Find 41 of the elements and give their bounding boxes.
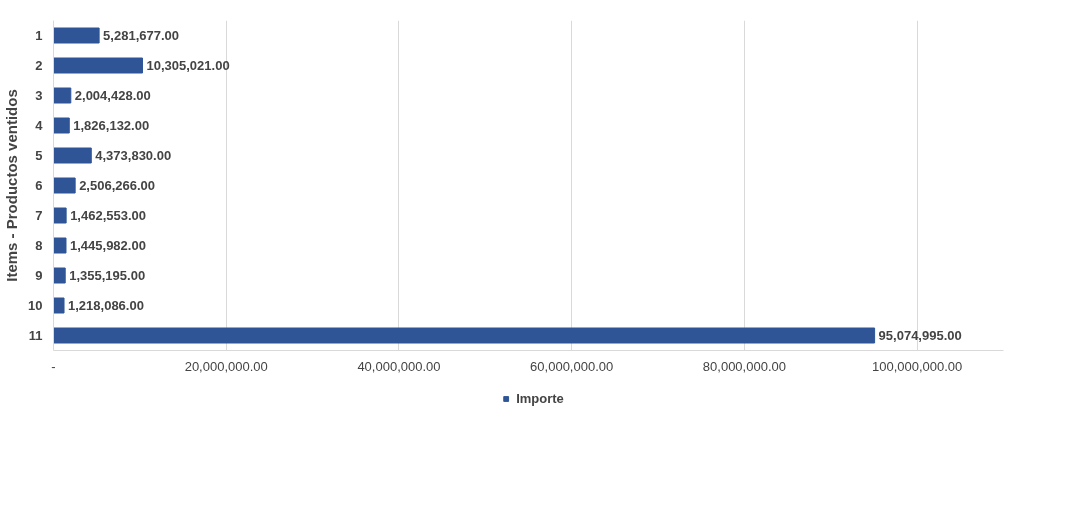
x-tick-label: 100,000,000.00 xyxy=(871,358,963,374)
data-label: 1,826,132.00 xyxy=(73,118,150,133)
bar xyxy=(53,87,72,104)
bar xyxy=(53,207,67,224)
data-label: 95,074,995.00 xyxy=(878,328,962,343)
data-label: 1,355,195.00 xyxy=(69,268,146,283)
bar xyxy=(53,57,143,74)
y-tick-label: 1 xyxy=(35,28,43,43)
y-tick-label: 3 xyxy=(35,88,43,103)
data-label: 10,305,021.00 xyxy=(146,58,230,73)
data-label: 5,281,677.00 xyxy=(103,28,180,43)
bar xyxy=(53,27,100,44)
data-label: 4,373,830.00 xyxy=(95,148,172,163)
bar xyxy=(53,327,876,344)
bar xyxy=(53,297,65,314)
x-tick-label: - xyxy=(51,358,56,374)
bar xyxy=(53,237,67,254)
x-tick-label: 80,000,000.00 xyxy=(702,358,786,374)
y-tick-label: 8 xyxy=(35,238,43,253)
data-label: 1,445,982.00 xyxy=(69,238,146,253)
y-tick-label: 10 xyxy=(28,298,43,313)
bar xyxy=(53,267,66,284)
y-tick-label: 7 xyxy=(35,208,43,223)
data-label: 1,218,086.00 xyxy=(68,298,144,313)
y-tick-label: 9 xyxy=(35,268,43,283)
bar xyxy=(53,117,70,134)
bar xyxy=(53,147,92,164)
y-tick-label: 11 xyxy=(28,328,43,343)
data-label: 1,462,553.00 xyxy=(70,208,147,223)
y-axis-title: Items - Productos ventidos xyxy=(3,89,21,282)
y-tick-label: 6 xyxy=(35,178,43,193)
legend-label: Importe xyxy=(516,390,564,406)
x-tick-label: 20,000,000.00 xyxy=(184,358,268,374)
x-tick-label: 40,000,000.00 xyxy=(357,358,441,374)
y-tick-label: 2 xyxy=(35,58,43,73)
data-label: 2,004,428.00 xyxy=(74,88,151,103)
x-tick-label: 60,000,000.00 xyxy=(530,358,614,374)
bar xyxy=(53,177,76,194)
y-tick-label: 5 xyxy=(35,148,43,163)
data-label: 2,506,266.00 xyxy=(79,178,156,193)
y-tick-label: 4 xyxy=(35,118,44,133)
